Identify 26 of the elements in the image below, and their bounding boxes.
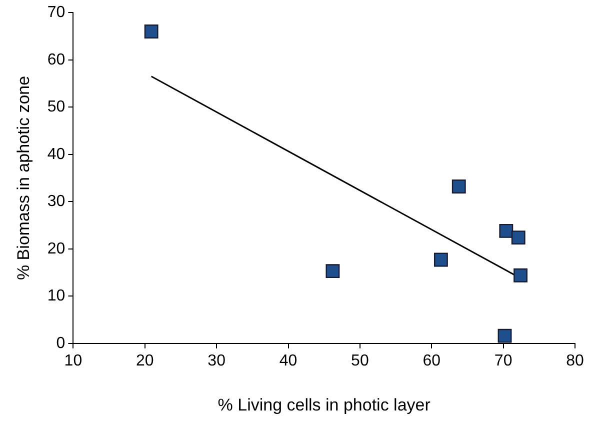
point — [498, 328, 512, 343]
y-tick-label: 70 — [47, 4, 66, 22]
x-tick-label: 10 — [64, 352, 82, 370]
point — [434, 252, 448, 267]
x-tick-label: 80 — [566, 352, 584, 370]
y-tick-label: 10 — [47, 288, 66, 305]
point — [514, 268, 528, 282]
y-tick-label: 30 — [47, 193, 66, 210]
point — [511, 230, 526, 245]
y-tick-label: 20 — [47, 240, 66, 258]
y-tick-label: 40 — [47, 146, 66, 163]
x-tick-label: 70 — [494, 352, 512, 370]
x-tick-label: 40 — [279, 352, 298, 370]
point — [326, 264, 340, 278]
point — [499, 224, 514, 238]
y-axis-title: % Biomass in aphotic zone — [14, 76, 33, 280]
point — [452, 180, 466, 194]
y-tick-label: 50 — [47, 98, 66, 116]
x-tick-label: 20 — [136, 352, 154, 370]
point — [144, 24, 158, 38]
x-tick-label: 50 — [351, 352, 369, 370]
x-tick-label: 60 — [422, 352, 441, 370]
x-axis-title: % Living cells in photic layer — [218, 395, 431, 414]
y-tick-label: 0 — [56, 334, 66, 352]
y-tick-label: 60 — [47, 51, 66, 68]
x-tick-label: 30 — [208, 352, 226, 370]
